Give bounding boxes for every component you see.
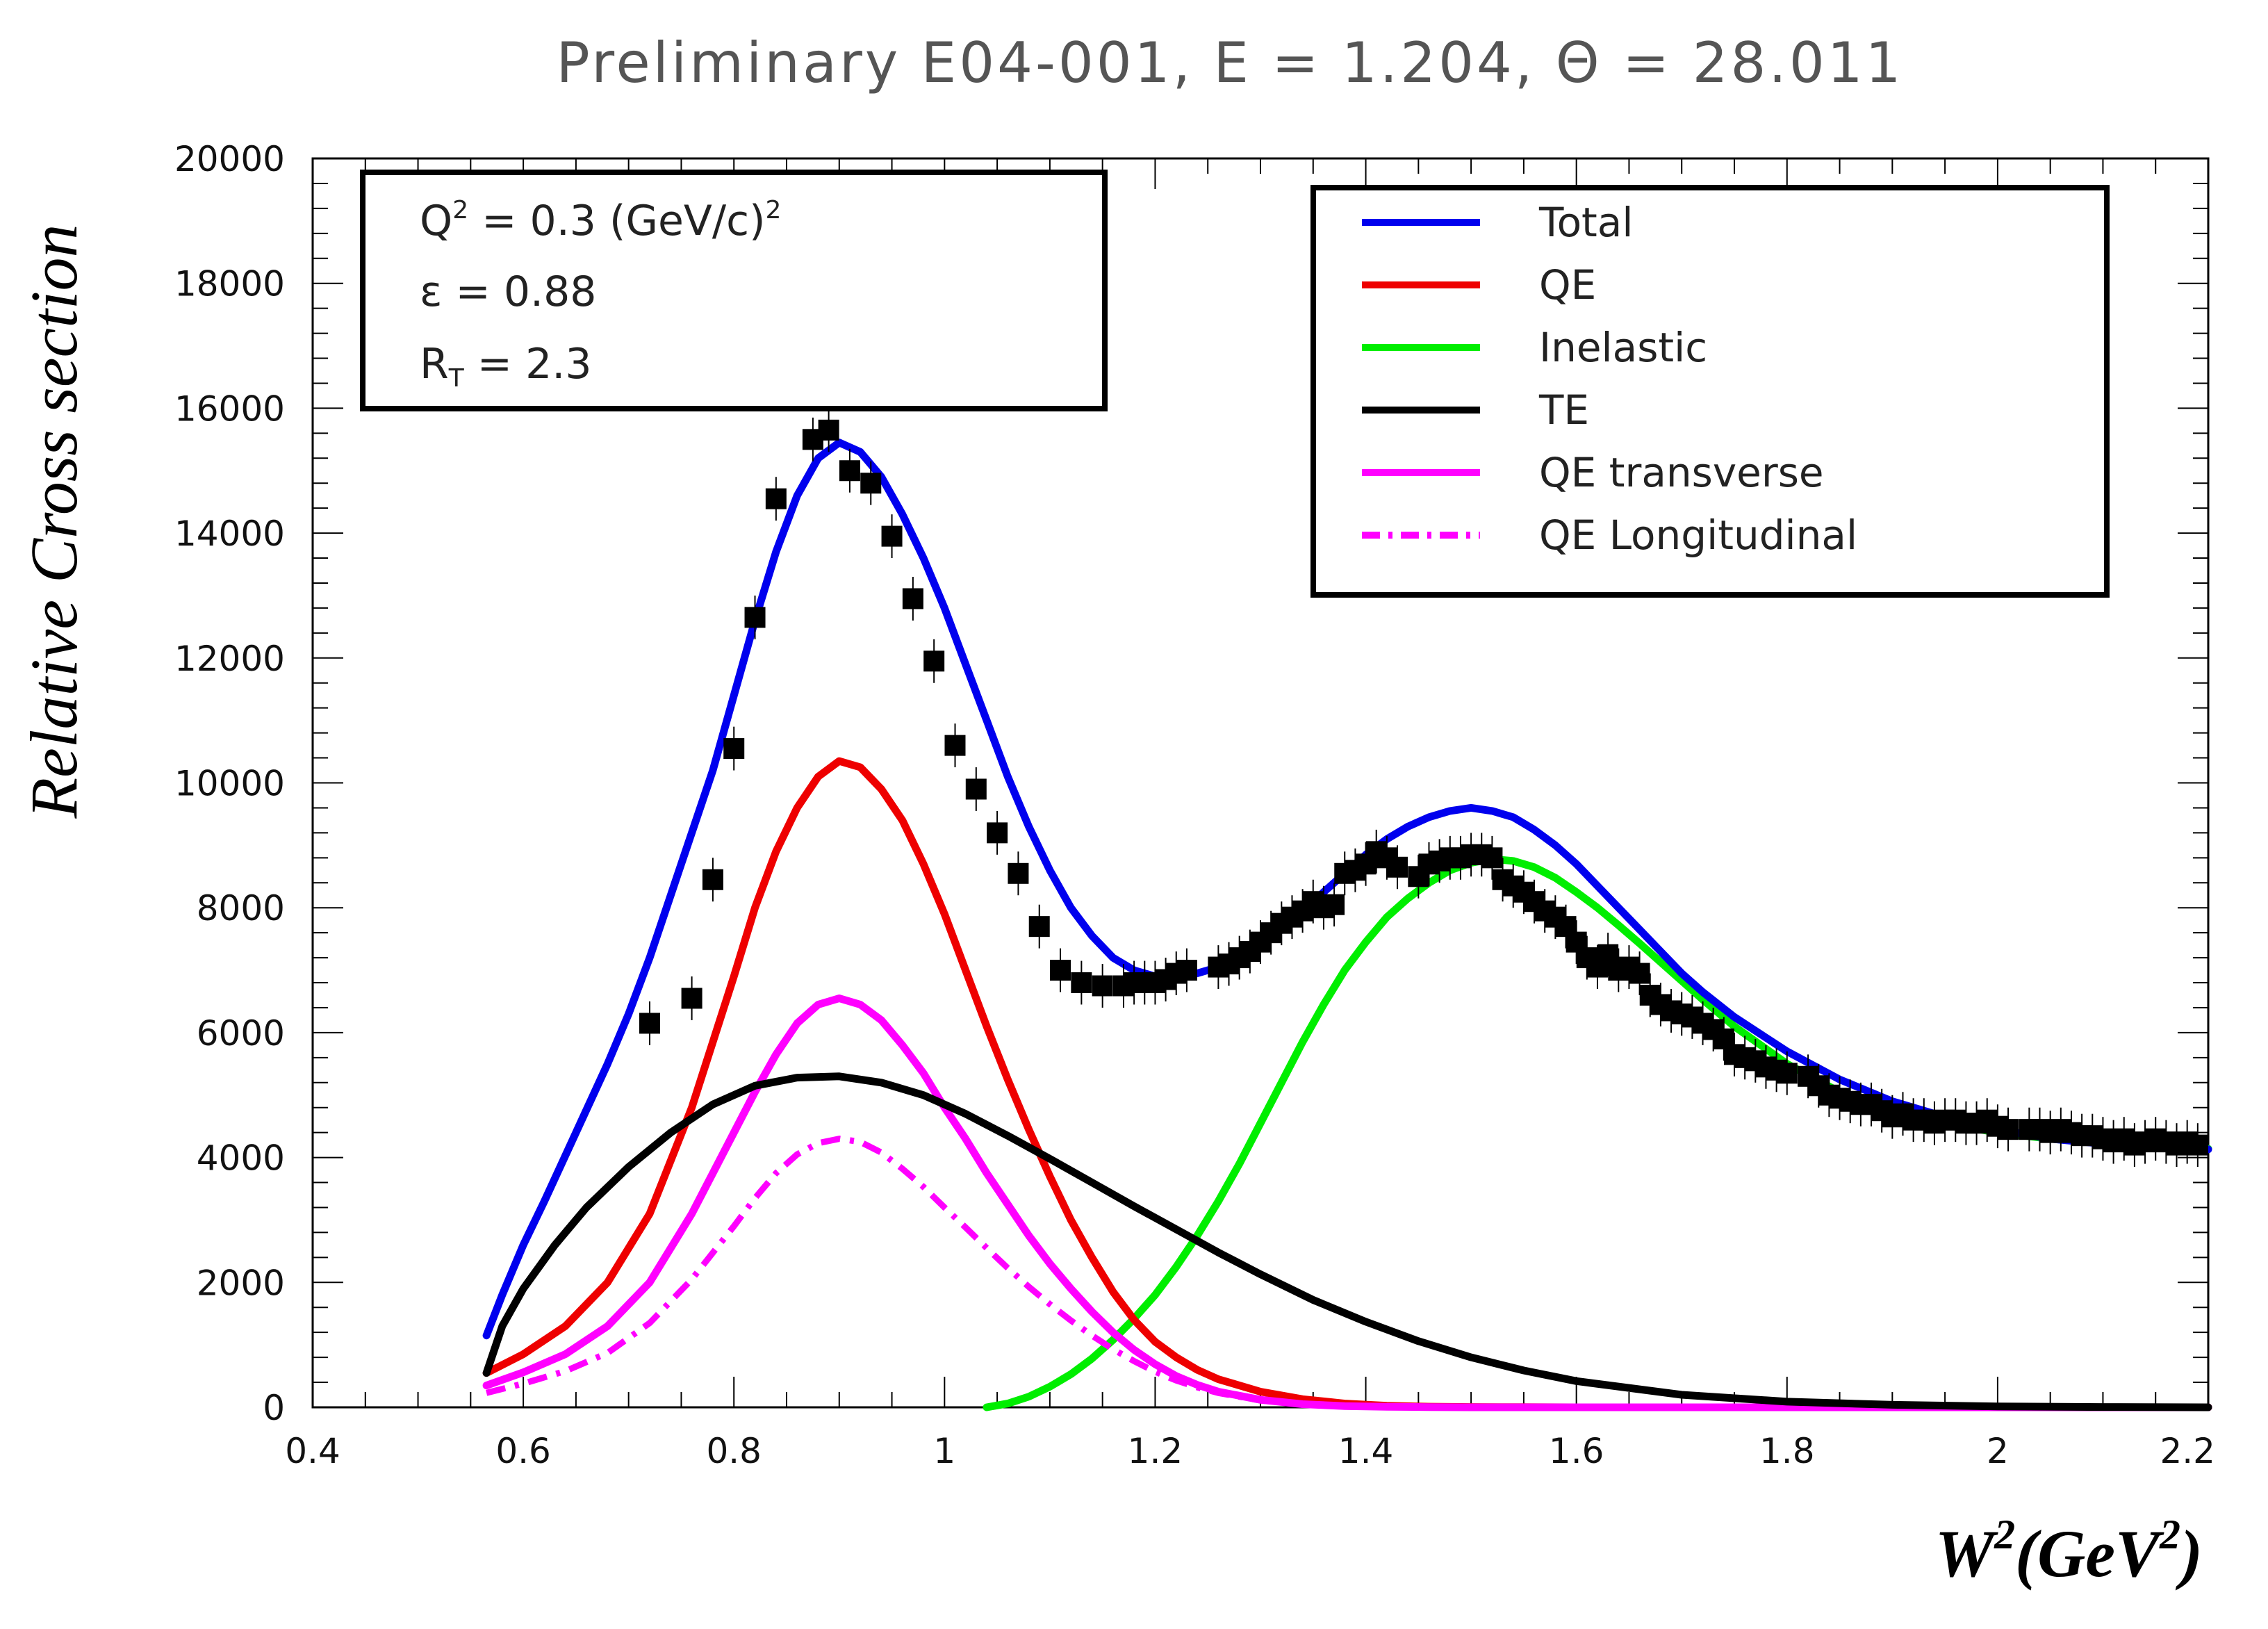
x-tick-label: 0.6 <box>495 1431 551 1471</box>
x-tick-label: 1.4 <box>1338 1431 1394 1471</box>
y-tick-label: 20000 <box>174 139 285 179</box>
y-axis-tick-labels: 0 2000 4000 6000 8000 10000 12000 14000 16000 180… <box>174 139 285 1428</box>
x-tick-label: 0.4 <box>285 1431 340 1471</box>
data-point <box>839 448 860 493</box>
series-line-qe-longitudinal <box>485 1136 1472 1411</box>
data-point <box>818 408 839 452</box>
x-tick-label: 1.2 <box>1128 1431 1183 1471</box>
data-point <box>639 1001 660 1045</box>
data-point <box>1324 883 1345 927</box>
legend-item: QE Longitudinal <box>1362 511 1857 559</box>
data-point <box>723 726 745 771</box>
data-point <box>965 767 987 811</box>
legend-label: QE transverse <box>1539 449 1824 496</box>
data-point <box>1028 904 1050 949</box>
x-tick-label: 0.8 <box>706 1431 762 1471</box>
x-tick-label: 2 <box>1987 1431 2009 1471</box>
data-points <box>639 408 2208 1168</box>
legend-item: QE transverse <box>1362 449 1824 496</box>
y-axis-ticks <box>313 158 2208 1408</box>
y-tick-label: 0 <box>263 1388 285 1428</box>
legend-item: QE <box>1362 261 1596 309</box>
data-point <box>1481 835 1503 880</box>
y-tick-label: 12000 <box>174 639 285 679</box>
data-point <box>1998 1107 2019 1152</box>
data-point <box>744 595 766 639</box>
legend: Total QE Inelastic TE QE transverse QE Longit… <box>1310 185 2110 598</box>
info-q2: Q2 = 0.3 (GeV/c)2 <box>420 196 781 245</box>
data-point <box>860 461 882 505</box>
legend-label: QE <box>1539 261 1596 309</box>
y-axis-label: Relative Cross section <box>17 224 91 819</box>
x-axis-tick-labels: 0.4 0.6 0.8 1 1.2 1.4 1.6 1.8 2 2.2 <box>285 1431 2215 1471</box>
data-point <box>1176 948 1197 992</box>
data-point <box>765 477 787 521</box>
data-point <box>2187 1123 2208 1168</box>
data-point <box>923 639 945 683</box>
data-point <box>1387 845 1408 890</box>
data-point <box>1586 945 1608 990</box>
data-point <box>1092 964 1113 1008</box>
legend-frame <box>1310 185 2110 598</box>
series-line-te <box>482 1072 2212 1411</box>
series-line-qe-transverse <box>482 994 2212 1411</box>
data-point <box>1629 951 1650 995</box>
x-tick-label: 2.2 <box>2160 1431 2215 1471</box>
data-point <box>944 723 966 768</box>
y-tick-label: 2000 <box>197 1263 285 1303</box>
y-tick-label: 18000 <box>174 264 285 304</box>
data-point <box>681 976 702 1020</box>
data-point <box>1050 948 1071 992</box>
info-rt: RT = 2.3 <box>420 340 592 393</box>
data-point <box>902 576 923 621</box>
info-box: Q2 = 0.3 (GeV/c)2 ε = 0.88 RT = 2.3 <box>360 170 1108 411</box>
data-point <box>1776 1051 1798 1095</box>
x-tick-label: 1 <box>933 1431 955 1471</box>
legend-item: Inelastic <box>1362 324 1707 371</box>
data-point <box>702 858 723 902</box>
legend-label: TE <box>1538 386 1589 434</box>
info-box-frame <box>360 170 1108 411</box>
x-tick-label: 1.8 <box>1759 1431 1815 1471</box>
y-tick-label: 14000 <box>174 514 285 554</box>
y-tick-label: 6000 <box>197 1013 285 1054</box>
y-tick-label: 10000 <box>174 764 285 804</box>
legend-label: Inelastic <box>1539 324 1707 371</box>
y-tick-label: 4000 <box>197 1138 285 1179</box>
y-tick-label: 16000 <box>174 388 285 429</box>
x-tick-label: 1.6 <box>1549 1431 1604 1471</box>
x-axis-label: W2(GeV2) <box>1935 1512 2203 1591</box>
legend-item: TE <box>1362 386 1589 434</box>
info-epsilon: ε = 0.88 <box>420 268 596 316</box>
y-tick-label: 8000 <box>197 888 285 928</box>
data-point <box>1008 851 1029 896</box>
data-point <box>881 514 903 559</box>
data-point <box>1071 960 1092 1005</box>
legend-label: QE Longitudinal <box>1539 511 1857 559</box>
chart-title: Preliminary E04-001, E = 1.204, Θ = 28.0… <box>556 31 1903 95</box>
data-point <box>987 810 1008 855</box>
legend-label: Total <box>1538 199 1633 246</box>
legend-item: Total <box>1362 199 1633 246</box>
